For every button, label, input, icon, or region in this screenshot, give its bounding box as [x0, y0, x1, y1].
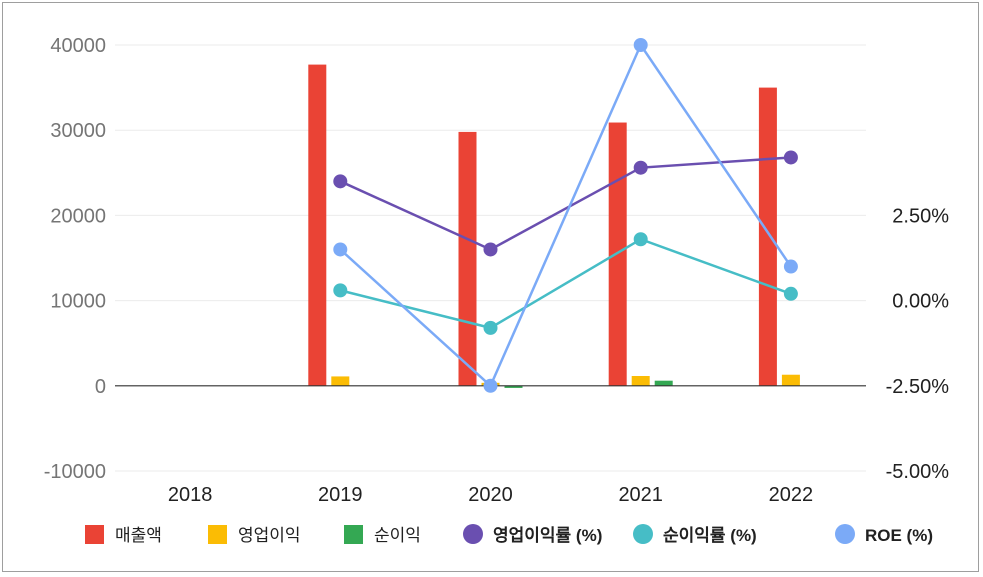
x-tick-label: 2019 [318, 484, 363, 506]
right-axis-ticks: 2.50% 0.00% -2.50% -5.00% [886, 205, 950, 483]
right-tick-label: 2.50% [892, 205, 949, 227]
data-point [333, 174, 348, 189]
bar [458, 131, 477, 386]
legend-label: 매출액 [115, 526, 162, 545]
legend-label: 순이익률 (%) [663, 526, 757, 545]
data-point [333, 242, 348, 257]
data-point [783, 150, 798, 165]
data-point [783, 259, 798, 274]
data-point [783, 286, 798, 301]
legend-label: 영업이익 [238, 526, 301, 545]
bar [654, 380, 673, 386]
legend-swatch [208, 525, 227, 544]
bar [758, 87, 777, 386]
right-tick-label: 0.00% [892, 291, 949, 313]
x-tick-label: 2022 [769, 484, 814, 506]
left-tick-label: 10000 [50, 291, 106, 313]
legend-swatch [344, 525, 363, 544]
legend-label: ROE (%) [865, 526, 933, 545]
gridlines [115, 44, 866, 472]
legend-swatch [835, 524, 855, 544]
x-axis-ticks: 2018 2019 2020 2021 2022 [168, 484, 813, 506]
left-tick-label: 20000 [50, 205, 106, 227]
legend-swatch [633, 524, 653, 544]
legend-swatch [463, 524, 483, 544]
bar [504, 385, 523, 388]
data-point [633, 160, 648, 175]
points [333, 38, 798, 393]
bar [308, 64, 327, 386]
data-point [333, 283, 348, 298]
series-line [339, 237, 792, 330]
right-tick-label: -2.50% [886, 376, 950, 398]
right-tick-label: -5.00% [886, 461, 950, 483]
legend-label: 영업이익률 (%) [493, 526, 602, 545]
left-tick-label: 30000 [50, 120, 106, 142]
legend-swatch [85, 525, 104, 544]
x-tick-label: 2018 [168, 484, 213, 506]
series-line [339, 156, 791, 251]
combo-chart: 40000 30000 20000 10000 0 -10000 2.50% 0.00% -2… [44, 35, 950, 545]
x-tick-label: 2020 [468, 484, 513, 506]
series-line [339, 42, 792, 388]
legend: 매출액 영업이익 순이익 영업이익률 (%) 순이익률 (%) ROE (%) [85, 524, 933, 545]
bar [631, 376, 650, 386]
data-point [633, 232, 648, 247]
legend-label: 순이익 [374, 526, 421, 545]
data-point [483, 242, 498, 257]
bar [331, 376, 350, 386]
left-axis-ticks: 40000 30000 20000 10000 0 -10000 [44, 35, 106, 483]
bar [781, 374, 800, 386]
bars [308, 64, 800, 388]
lines [339, 42, 792, 388]
left-tick-label: -10000 [44, 461, 106, 483]
x-tick-label: 2021 [618, 484, 663, 506]
left-tick-label: 40000 [50, 35, 106, 57]
data-point [483, 378, 498, 393]
data-point [633, 38, 648, 52]
data-point [483, 320, 498, 335]
left-tick-label: 0 [95, 376, 106, 398]
